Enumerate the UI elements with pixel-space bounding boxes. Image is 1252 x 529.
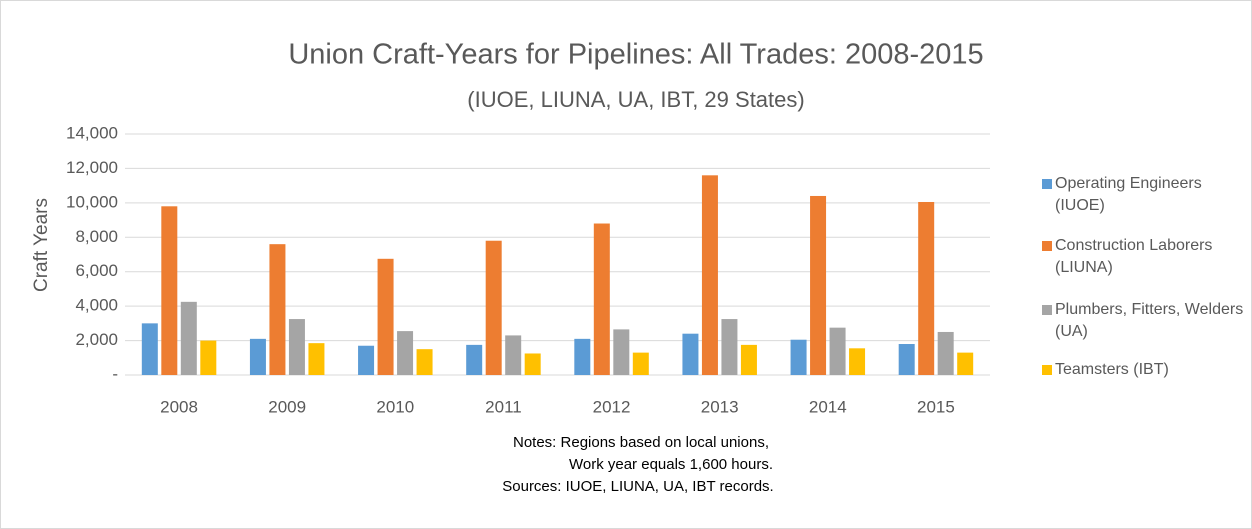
note: Sources: IUOE, LIUNA, UA, IBT records. (502, 478, 773, 495)
x-tick-label: 2012 (593, 397, 631, 416)
y-tick-label: 8,000 (75, 227, 118, 246)
bar (701, 175, 718, 375)
chart-subtitle: (IUOE, LIUNA, UA, IBT, 29 States) (467, 87, 804, 112)
bar (397, 331, 414, 375)
y-tick-label: 10,000 (66, 192, 118, 211)
bar (524, 353, 541, 375)
bar (790, 339, 807, 375)
legend-label: Operating Engineers (IUOE) (1055, 175, 1202, 214)
bar (485, 240, 502, 375)
legend-label: Construction Laborers (LIUNA) (1055, 237, 1213, 276)
bar (829, 327, 846, 375)
y-tick-label: 6,000 (75, 261, 118, 280)
bar (918, 201, 935, 375)
bar (937, 331, 954, 375)
bar (613, 329, 630, 375)
x-tick-label: 2009 (268, 397, 306, 416)
bar (141, 323, 158, 375)
bar (740, 344, 757, 375)
bar (269, 244, 286, 375)
y-tick-label: 12,000 (66, 158, 118, 177)
y-tick-label: 4,000 (75, 296, 118, 315)
legend-label: Teamsters (IBT) (1055, 361, 1169, 378)
bar (358, 345, 375, 375)
bar (308, 343, 325, 375)
bar (574, 338, 591, 375)
y-tick-label: - (112, 364, 118, 383)
bar (682, 333, 699, 375)
legend-entry: Construction Laborers (LIUNA) (1042, 235, 1245, 279)
bar (898, 344, 915, 375)
bar (721, 319, 738, 375)
legend-label: Plumbers, Fitters, Welders (UA) (1055, 301, 1244, 340)
y-tick-label: 2,000 (75, 330, 118, 349)
x-tick-label: 2013 (701, 397, 739, 416)
bar (957, 352, 974, 375)
bar (810, 195, 827, 375)
bar (288, 319, 305, 375)
x-tick-label: 2011 (485, 397, 522, 416)
x-tick-label: 2014 (809, 397, 847, 416)
legend-entry: Plumbers, Fitters, Welders (UA) (1042, 299, 1245, 343)
note: Work year equals 1,600 hours. (569, 456, 773, 473)
bar (377, 258, 394, 375)
x-tick-label: 2015 (917, 397, 955, 416)
bar (200, 340, 217, 375)
bar (632, 352, 649, 375)
y-tick-label: 14,000 (66, 123, 118, 142)
legend-swatch (1042, 365, 1052, 375)
x-tick-label: 2008 (160, 397, 198, 416)
y-axis-label: Craft Years (31, 198, 52, 292)
legend-swatch (1042, 179, 1052, 189)
note: Notes: Regions based on local unions, (513, 434, 769, 451)
x-tick-label: 2010 (376, 397, 414, 416)
bar (161, 206, 178, 375)
legend-entry: Operating Engineers (IUOE) (1042, 173, 1245, 217)
bar (180, 301, 197, 375)
bar (593, 223, 610, 375)
legend-swatch (1042, 305, 1052, 315)
bar (249, 338, 266, 375)
chart-title: Union Craft-Years for Pipelines: All Tra… (288, 39, 983, 71)
legend-entry: Teamsters (IBT) (1042, 359, 1245, 381)
bar (849, 348, 866, 375)
bar (416, 349, 433, 375)
bar (505, 335, 522, 375)
bar (466, 344, 483, 375)
legend-swatch (1042, 241, 1052, 251)
